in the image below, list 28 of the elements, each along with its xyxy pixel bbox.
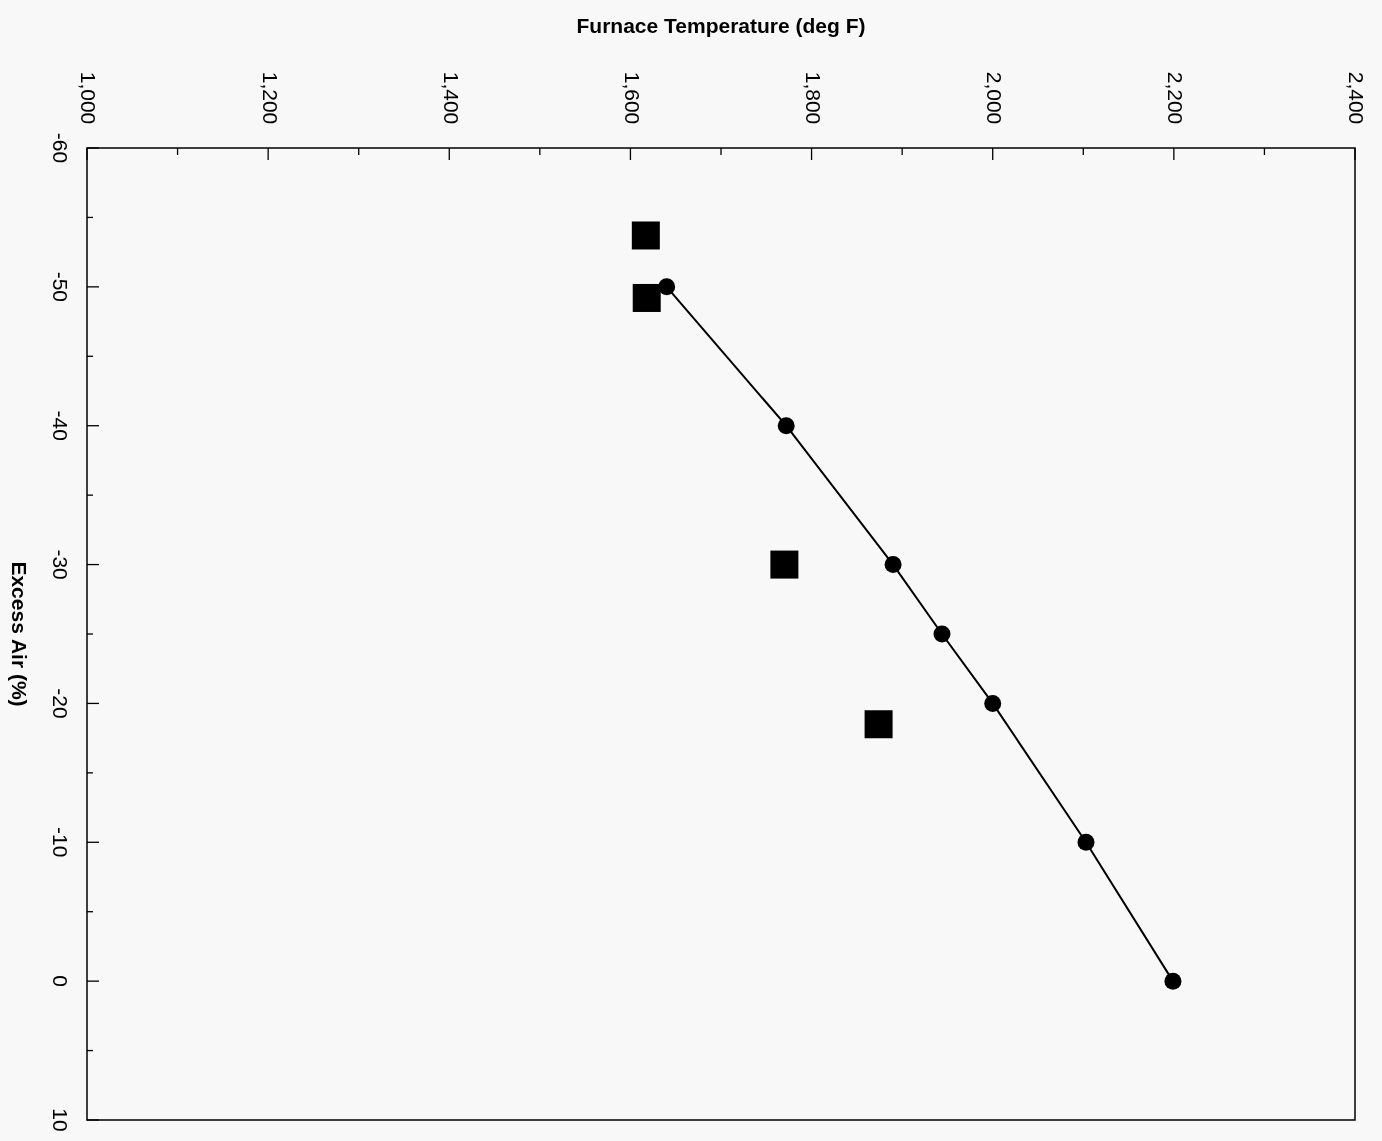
- x-tick-label: 1,600: [620, 71, 644, 125]
- x-tick-label: 2,000: [983, 71, 1007, 125]
- point: [933, 625, 951, 643]
- y-tick-label: -10: [49, 827, 73, 858]
- x-axis-title: Furnace Temperature (deg F): [576, 14, 866, 37]
- y-tick-label: -50: [49, 271, 73, 303]
- y-tick-label: 0: [49, 975, 73, 987]
- x-tick-label: 2,400: [1345, 71, 1369, 125]
- point: [1077, 833, 1095, 851]
- point: [864, 710, 893, 739]
- y-tick-label: -60: [49, 132, 73, 164]
- x-tick-label: 1,800: [802, 71, 826, 125]
- y-tick-label: -30: [49, 549, 73, 580]
- x-tick-label: 1,200: [258, 71, 282, 125]
- x-tick-label: 2,200: [1164, 71, 1188, 125]
- point: [777, 417, 795, 435]
- y-tick-label: 10: [49, 1108, 73, 1132]
- point: [631, 221, 660, 250]
- point: [884, 556, 902, 574]
- point: [770, 550, 799, 579]
- point: [984, 694, 1002, 712]
- y-tick-label: -20: [49, 688, 73, 719]
- point: [1164, 972, 1182, 990]
- y-axis-title: Excess Air (%): [8, 561, 32, 707]
- x-tick-label: 1,000: [77, 71, 101, 125]
- y-tick-label: -40: [49, 410, 73, 441]
- point: [632, 283, 661, 312]
- x-tick-label: 1,400: [439, 71, 463, 125]
